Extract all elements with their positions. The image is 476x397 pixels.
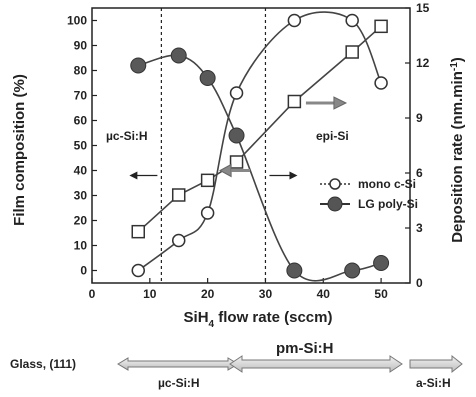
y-right-tick-label: 0	[416, 276, 423, 290]
data-point-lg-poly-si	[344, 262, 361, 279]
x-tick-label: 20	[201, 287, 215, 301]
data-point-lg-poly-si	[199, 70, 216, 86]
epi-region-arrow-head	[289, 171, 298, 180]
data-point-deposition-rate	[345, 45, 359, 59]
legend-marker-poly	[327, 196, 343, 212]
legend-marker-mono	[329, 178, 341, 190]
y-left-tick-label: 80	[74, 64, 88, 78]
y-axis-right-label-main: Deposition rate (nm.min	[449, 71, 466, 243]
pm-region-arrow	[229, 355, 403, 373]
y-right-tick-label: 9	[416, 111, 423, 125]
annotation-uc-si: µc-Si:H	[106, 129, 148, 143]
y-left-tick-label: 0	[80, 264, 87, 278]
data-point-mono-c-si	[287, 13, 302, 28]
x-axis-label-main: SiH	[184, 309, 209, 326]
data-point-lg-poly-si	[228, 127, 245, 144]
phase-bar: Glass, (111) µc-Si:H pm-Si:H a-Si:H	[10, 340, 463, 390]
data-point-deposition-rate	[131, 224, 146, 239]
legend: mono c-Si LG poly-Si	[320, 177, 418, 212]
legend-label-poly: LG poly-Si	[358, 197, 418, 211]
y-left-tick-label: 30	[74, 189, 88, 203]
data-point-lg-poly-si	[170, 47, 187, 64]
pm-region-label: pm-Si:H	[276, 340, 334, 357]
arrow-to-right-axis-head	[333, 96, 348, 110]
y-axis-left-label: Film composition (%)	[11, 74, 28, 226]
y-left-tick-label: 60	[74, 114, 88, 128]
y-left-tick-label: 20	[74, 214, 88, 228]
uc-region-arrow-head	[129, 171, 138, 180]
x-tick-label: 30	[259, 287, 273, 301]
data-point-deposition-rate	[287, 94, 302, 109]
y-right-tick-label: 6	[416, 166, 423, 180]
x-axis-label-rest: flow rate (sccm)	[214, 309, 332, 326]
a-region-arrow	[409, 354, 463, 374]
plot-frame	[91, 7, 411, 284]
data-point-mono-c-si	[229, 86, 244, 100]
data-point-lg-poly-si	[286, 262, 303, 279]
data-point-mono-c-si	[171, 233, 186, 248]
y-right-tick-label: 3	[416, 221, 423, 235]
x-tick-label: 0	[89, 287, 96, 301]
glass-label: Glass, (111)	[10, 357, 76, 371]
data-point-mono-c-si	[374, 76, 388, 90]
y-left-tick-label: 40	[74, 164, 88, 178]
data-point-lg-poly-si	[130, 57, 147, 74]
data-point-deposition-rate	[200, 173, 215, 188]
x-tick-label: 40	[317, 287, 331, 301]
y-left-tick-label: 70	[74, 89, 88, 103]
x-axis-label-sub: 4	[209, 319, 215, 330]
plot-layer: 0 10 20 30 40 50 0 10 20 30 40 50 60 70 80 90 100 0 3 6 9 12 1…	[67, 1, 430, 301]
data-point-lg-poly-si	[373, 255, 390, 271]
y-right-tick-label: 12	[416, 56, 430, 70]
x-tick-label: 50	[374, 287, 388, 301]
data-point-mono-c-si	[200, 206, 215, 220]
x-axis-label: SiH4 flow rate (sccm)	[184, 309, 333, 330]
x-tick-label: 10	[143, 287, 157, 301]
data-point-mono-c-si	[131, 263, 146, 278]
y-axis-right-label: Deposition rate (nm.min-1)	[449, 57, 466, 243]
arrow-to-left-axis-head	[219, 163, 232, 178]
legend-label-mono: mono c-Si	[358, 177, 416, 191]
data-point-deposition-rate	[229, 155, 244, 169]
data-point-deposition-rate	[171, 188, 186, 202]
y-axis-right-label-sup: -1	[449, 62, 460, 71]
y-left-tick-label: 90	[74, 39, 88, 53]
uc-region-arrow	[117, 357, 239, 371]
y-left-tick-label: 100	[67, 14, 87, 28]
y-right-tick-label: 15	[416, 1, 430, 15]
data-point-deposition-rate	[374, 19, 388, 34]
uc-region-label: µc-Si:H	[158, 376, 200, 390]
y-left-tick-label: 10	[74, 239, 88, 253]
y-left-tick-label: 50	[74, 139, 88, 153]
data-point-mono-c-si	[345, 13, 359, 28]
y-axis-right-label-close: )	[449, 57, 466, 62]
annotation-epi-si: epi-Si	[316, 129, 349, 143]
a-region-label: a-Si:H	[416, 376, 451, 390]
series-line-lg-poly-si	[138, 54, 382, 282]
